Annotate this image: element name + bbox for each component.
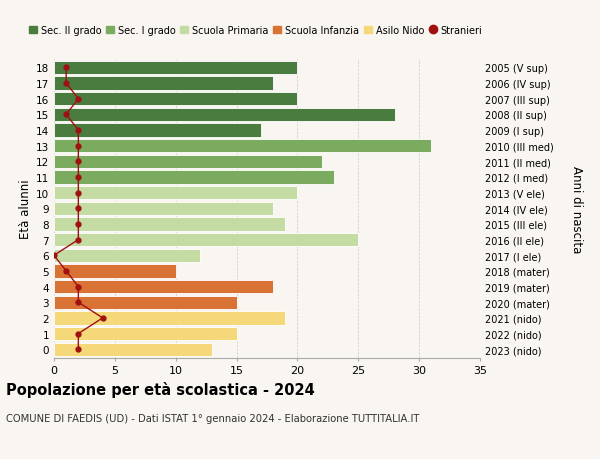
Bar <box>54 249 200 263</box>
Legend: Sec. II grado, Sec. I grado, Scuola Primaria, Scuola Infanzia, Asilo Nido, Stran: Sec. II grado, Sec. I grado, Scuola Prim… <box>29 26 482 36</box>
Bar <box>54 93 298 106</box>
Bar <box>54 280 273 294</box>
Y-axis label: Anni di nascita: Anni di nascita <box>570 165 583 252</box>
Bar <box>54 312 285 325</box>
Bar <box>54 108 395 122</box>
Bar <box>54 77 273 90</box>
Bar <box>54 171 334 184</box>
Bar <box>54 124 261 137</box>
Text: Popolazione per età scolastica - 2024: Popolazione per età scolastica - 2024 <box>6 381 315 397</box>
Text: COMUNE DI FAEDIS (UD) - Dati ISTAT 1° gennaio 2024 - Elaborazione TUTTITALIA.IT: COMUNE DI FAEDIS (UD) - Dati ISTAT 1° ge… <box>6 413 419 423</box>
Bar <box>54 62 298 75</box>
Bar <box>54 234 358 247</box>
Bar <box>54 187 298 200</box>
Bar <box>54 327 236 341</box>
Bar <box>54 265 176 278</box>
Y-axis label: Età alunni: Età alunni <box>19 179 32 239</box>
Bar <box>54 218 285 231</box>
Bar <box>54 202 273 215</box>
Bar <box>54 343 212 356</box>
Bar <box>54 155 322 168</box>
Bar <box>54 140 431 153</box>
Bar <box>54 296 236 309</box>
